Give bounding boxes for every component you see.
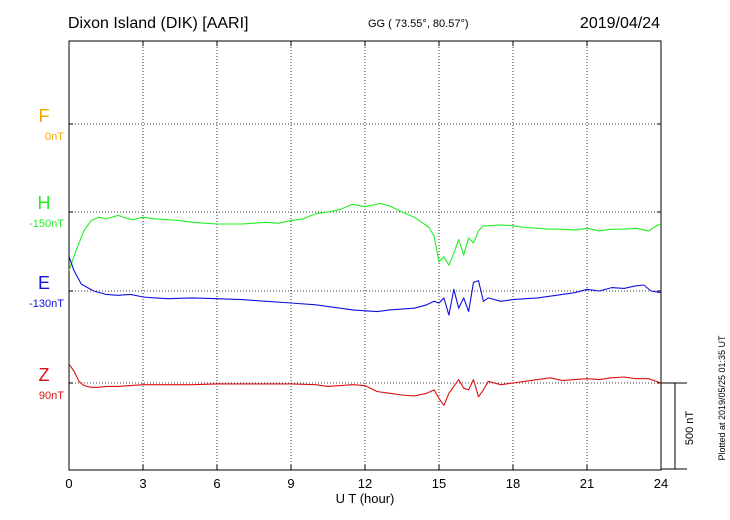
x-tick-label: 6 <box>213 476 220 491</box>
series-labels: F 0nT H -150nT E -130nT Z 90nT <box>29 106 64 402</box>
series-line-e <box>68 256 662 316</box>
series-line-z <box>68 363 662 406</box>
x-ticks: 0 3 6 9 12 15 18 21 24 <box>65 40 668 491</box>
x-tick-label: 18 <box>506 476 520 491</box>
x-tick-label: 15 <box>432 476 446 491</box>
date-label: 2019/04/24 <box>580 15 660 32</box>
series-name-h: H <box>38 193 51 213</box>
series-lines <box>68 202 662 406</box>
series-name-e: E <box>38 273 50 293</box>
scale-bar <box>661 382 687 470</box>
series-name-f: F <box>39 106 50 126</box>
grid <box>69 41 661 470</box>
series-baseline-e: -130nT <box>29 298 64 310</box>
coords-label: GG ( 73.55°, 80.57°) <box>368 18 469 30</box>
series-baseline-f: 0nT <box>45 131 64 143</box>
x-tick-label: 12 <box>358 476 372 491</box>
x-tick-label: 21 <box>580 476 594 491</box>
series-line-h <box>68 202 662 271</box>
series-baseline-z: 90nT <box>39 390 64 402</box>
x-tick-label: 24 <box>654 476 668 491</box>
plotted-timestamp: Plotted at 2019/05/25 01:35 UT <box>717 335 727 461</box>
station-title: Dixon Island (DIK) [AARI] <box>68 15 249 32</box>
x-tick-label: 3 <box>139 476 146 491</box>
plot-frame <box>68 40 662 471</box>
series-name-z: Z <box>39 365 50 385</box>
x-tick-label: 9 <box>287 476 294 491</box>
x-axis-label: U T (hour) <box>336 491 395 506</box>
x-tick-label: 0 <box>65 476 72 491</box>
scale-bar-label: 500 nT <box>684 411 696 446</box>
series-baseline-h: -150nT <box>29 218 64 230</box>
